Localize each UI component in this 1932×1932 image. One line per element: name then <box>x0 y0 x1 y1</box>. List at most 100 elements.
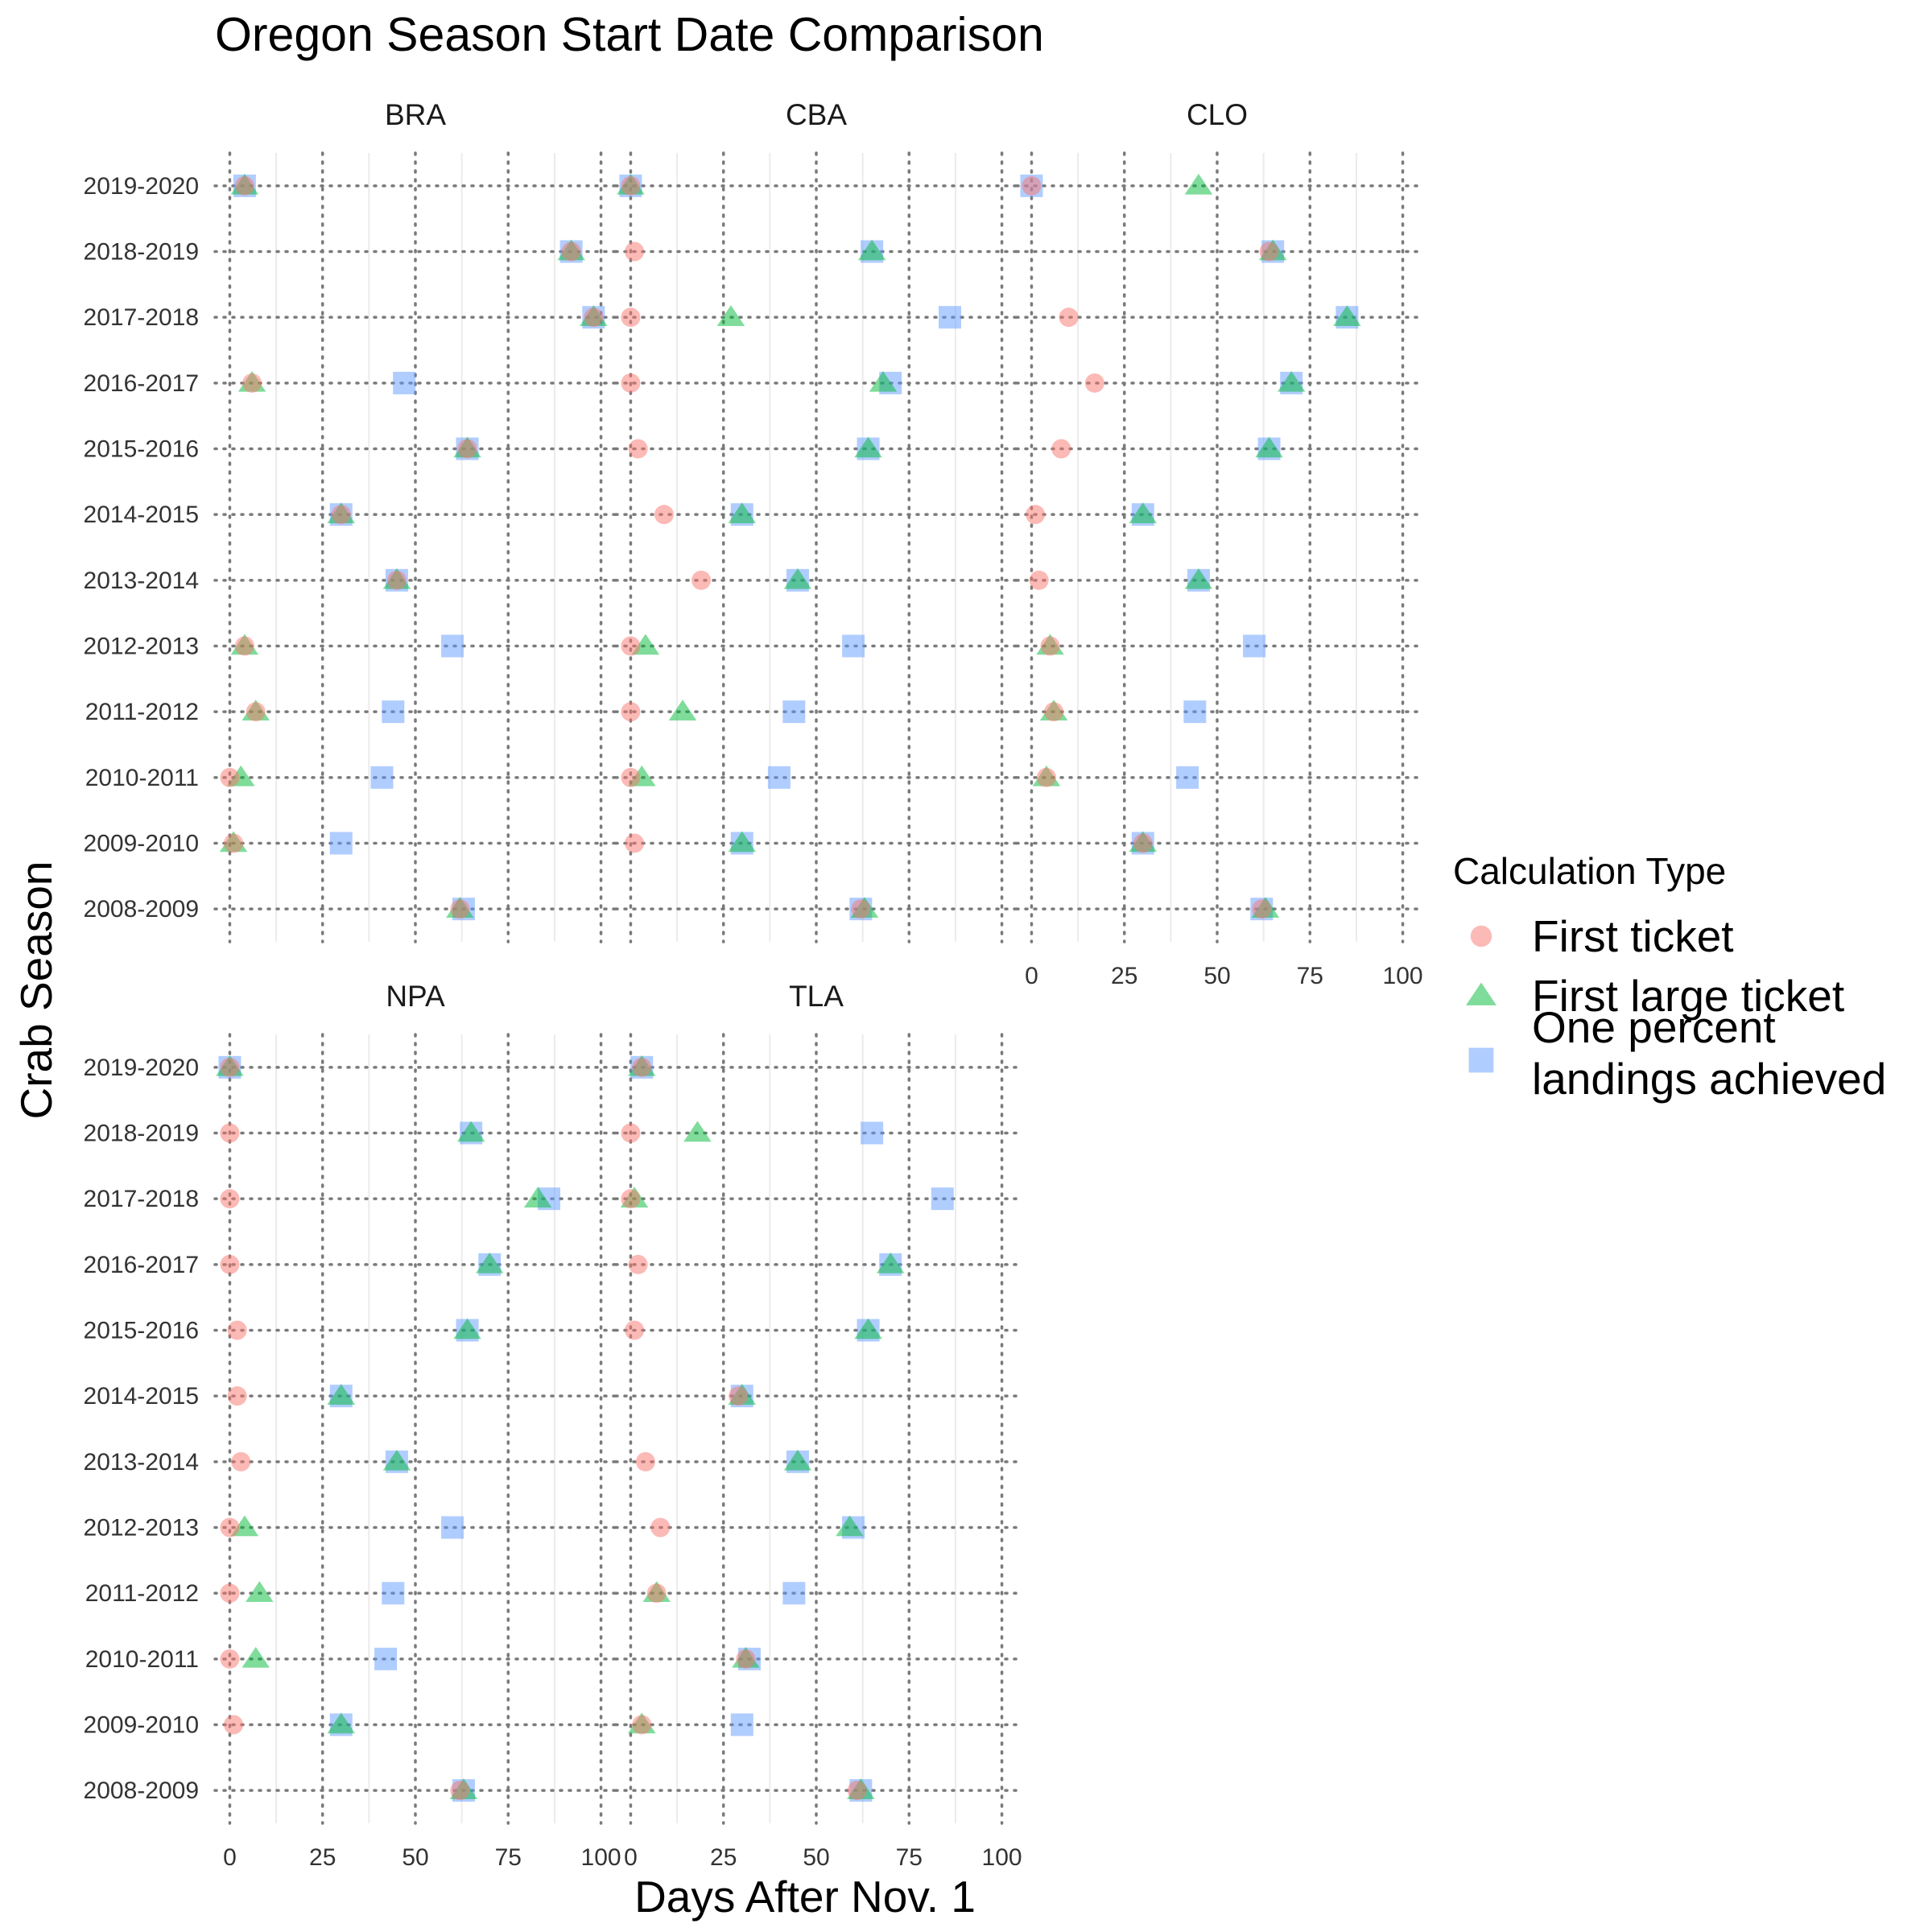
point-first <box>729 1386 749 1406</box>
strip-label: CLO <box>1187 98 1248 131</box>
point-large <box>475 1252 504 1274</box>
point-first <box>621 1189 641 1209</box>
point-large <box>242 1646 270 1668</box>
point-first <box>632 1715 652 1735</box>
point-first <box>625 1320 645 1340</box>
point-first <box>1133 833 1153 853</box>
x-axis-title: Days After Nov. 1 <box>634 1872 976 1922</box>
point-first <box>646 1583 667 1604</box>
point-first <box>635 1451 655 1472</box>
point-pct <box>730 1713 753 1736</box>
point-large <box>382 1449 411 1471</box>
point-first <box>331 505 351 525</box>
point-first <box>242 373 262 393</box>
y-tick-label: 2019-2020 <box>84 1055 199 1081</box>
point-first <box>628 439 648 459</box>
point-pct <box>782 1582 806 1605</box>
point-first <box>847 1781 867 1801</box>
point-first <box>621 767 641 787</box>
point-first <box>1026 505 1046 525</box>
point-large <box>1184 173 1213 195</box>
point-first <box>851 899 871 919</box>
y-tick-label: 2013-2014 <box>84 568 199 594</box>
y-tick-label: 2008-2009 <box>84 1777 199 1804</box>
point-first <box>654 505 674 525</box>
point-large <box>1277 370 1306 392</box>
point-first <box>220 1189 240 1209</box>
point-first <box>621 308 641 328</box>
y-tick-label: 2014-2015 <box>84 502 199 528</box>
y-tick-label: 2019-2020 <box>84 173 199 200</box>
legend: Calculation Type First ticket First large… <box>1453 850 1886 1104</box>
point-large <box>456 1121 485 1142</box>
point-pct <box>441 634 464 658</box>
y-tick-label: 2011-2012 <box>85 1580 199 1607</box>
panel-bra: BRA 2008-2009 2009-2010 2010-2011 2011-2012 2… <box>84 98 617 943</box>
point-pct <box>782 700 806 724</box>
point-pct <box>382 1582 405 1605</box>
x-tick-label: 25 <box>710 1844 737 1871</box>
point-large <box>876 1252 905 1274</box>
point-first <box>1084 373 1104 393</box>
x-tick-label: 75 <box>1297 963 1323 989</box>
point-first <box>650 1517 671 1538</box>
point-first <box>1051 439 1071 459</box>
point-first <box>220 767 240 787</box>
point-large <box>668 700 697 720</box>
point-first <box>561 242 581 262</box>
point-first <box>1259 242 1279 262</box>
y-tick-label: 2018-2019 <box>84 1121 199 1147</box>
point-large <box>728 502 757 523</box>
point-pct <box>374 1647 398 1670</box>
strip-label: BRA <box>385 98 446 131</box>
x-tick-label: 75 <box>495 1844 522 1871</box>
legend-key-first <box>1470 925 1492 947</box>
point-large <box>327 1384 356 1405</box>
legend-key-pct <box>1468 1047 1494 1073</box>
point-first <box>584 308 604 328</box>
point-first <box>625 833 645 853</box>
point-first <box>736 1649 756 1669</box>
point-first <box>621 702 641 722</box>
x-tick-label: 100 <box>982 1844 1022 1871</box>
y-tick-label: 2015-2016 <box>84 436 199 463</box>
point-large <box>1255 436 1283 458</box>
point-first <box>621 1123 641 1143</box>
point-first <box>220 1254 240 1274</box>
point-first <box>450 1781 470 1801</box>
point-first <box>1022 175 1042 196</box>
point-large <box>453 1318 481 1340</box>
legend-label: First large ticket <box>1532 971 1844 1021</box>
y-tick-label: 2015-2016 <box>84 1318 199 1344</box>
point-large <box>1129 502 1158 523</box>
panel-tla: TLA 0 25 50 75 100 <box>614 980 1022 1871</box>
point-first <box>234 636 254 656</box>
y-tick-label: 2016-2017 <box>84 1252 199 1278</box>
point-pct <box>393 371 416 394</box>
y-tick-label: 2017-2018 <box>84 1186 199 1212</box>
point-first <box>231 1451 251 1472</box>
point-first <box>1029 570 1049 590</box>
x-tick-label: 100 <box>1383 963 1423 989</box>
point-first <box>220 1517 240 1538</box>
point-large <box>246 1581 274 1602</box>
panel-npa: NPA 2008-2009 2009-2010 2010-2011 2011-2012 2… <box>84 980 621 1871</box>
point-large <box>869 370 898 392</box>
x-tick-label: 50 <box>1203 963 1230 989</box>
legend-label: landings achieved <box>1532 1054 1886 1104</box>
point-first <box>1252 899 1272 919</box>
point-large <box>683 1121 712 1142</box>
point-large <box>728 831 757 852</box>
point-large <box>716 305 745 326</box>
point-first <box>220 1123 240 1143</box>
point-first <box>224 833 244 853</box>
point-large <box>783 1449 812 1471</box>
x-tick-label: 50 <box>402 1844 428 1871</box>
point-first <box>628 1254 648 1274</box>
x-tick-label: 75 <box>896 1844 923 1871</box>
point-pct <box>1183 700 1207 724</box>
point-large <box>1184 568 1213 589</box>
y-tick-label: 2013-2014 <box>84 1449 199 1476</box>
y-tick-label: 2016-2017 <box>84 370 199 397</box>
